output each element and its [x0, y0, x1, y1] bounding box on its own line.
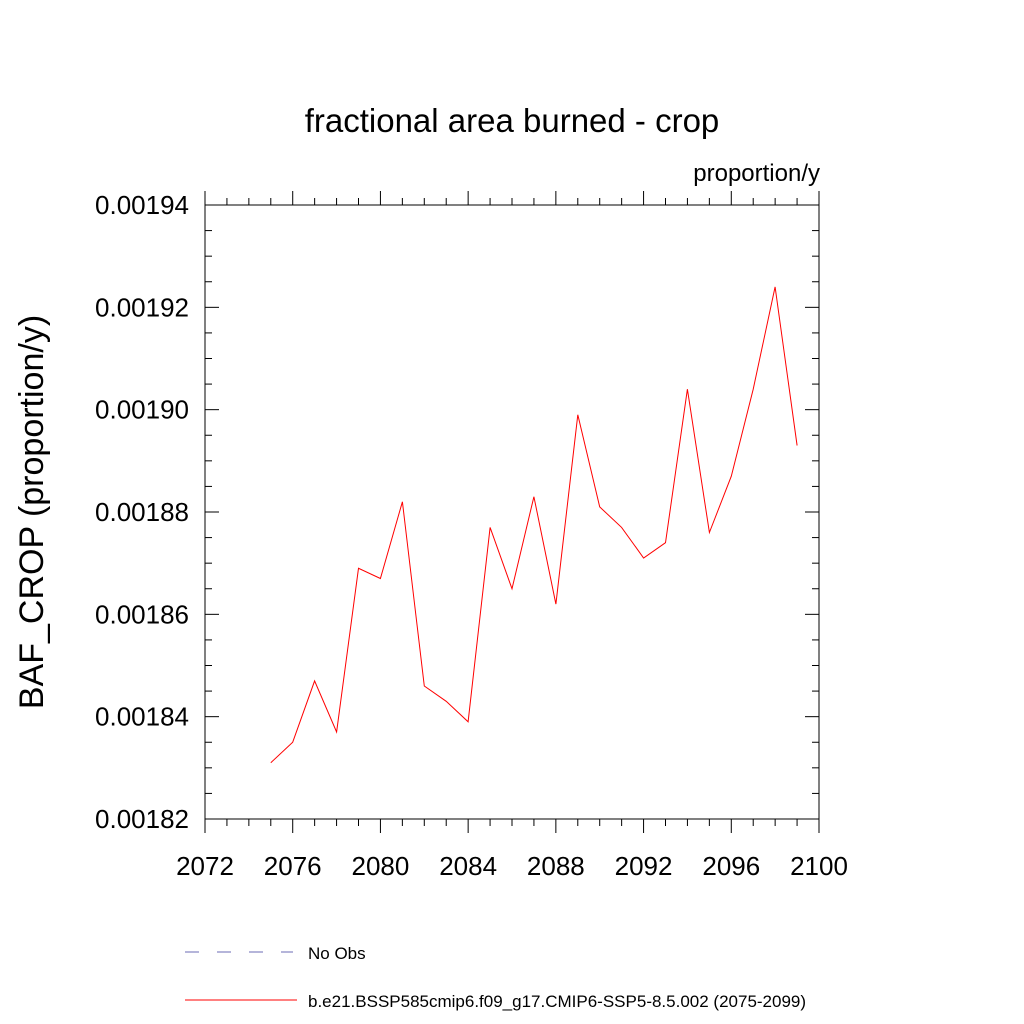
y-tick-label: 0.00190	[95, 395, 189, 425]
x-tick-label: 2072	[176, 851, 234, 881]
x-tick-label: 2096	[702, 851, 760, 881]
x-tick-label: 2084	[439, 851, 497, 881]
x-tick-label: 2088	[527, 851, 585, 881]
series-line	[270, 286, 798, 764]
legend: No Obs b.e21.BSSP585cmip6.f09_g17.CMIP6-…	[185, 944, 806, 1011]
plot-frame	[204, 204, 820, 820]
y-tick-label: 0.00192	[95, 292, 189, 322]
y-axis-ticks: 0.00182 0.00184 0.00186 0.00188 0.00190 0.001…	[95, 190, 819, 834]
chart-title: fractional area burned - crop	[305, 102, 720, 139]
legend-label-no-obs: No Obs	[308, 944, 366, 963]
y-axis-label: BAF_CROP (proportion/y)	[13, 315, 51, 709]
x-tick-label: 2100	[790, 851, 848, 881]
units-label: proportion/y	[693, 160, 820, 187]
series-layer	[270, 286, 798, 764]
legend-label-series: b.e21.BSSP585cmip6.f09_g17.CMIP6-SSP5-8.…	[308, 992, 806, 1011]
y-tick-label: 0.00182	[95, 804, 189, 834]
x-tick-label: 2092	[615, 851, 673, 881]
y-tick-label: 0.00184	[95, 702, 189, 732]
y-tick-label: 0.00186	[95, 599, 189, 629]
x-tick-label: 2076	[264, 851, 322, 881]
x-axis-ticks: 2072 2076 2080 2084 2088 2092 2096 2100	[176, 191, 848, 881]
y-tick-label: 0.00188	[95, 497, 189, 527]
x-tick-label: 2080	[352, 851, 410, 881]
y-tick-label: 0.00194	[95, 190, 189, 220]
